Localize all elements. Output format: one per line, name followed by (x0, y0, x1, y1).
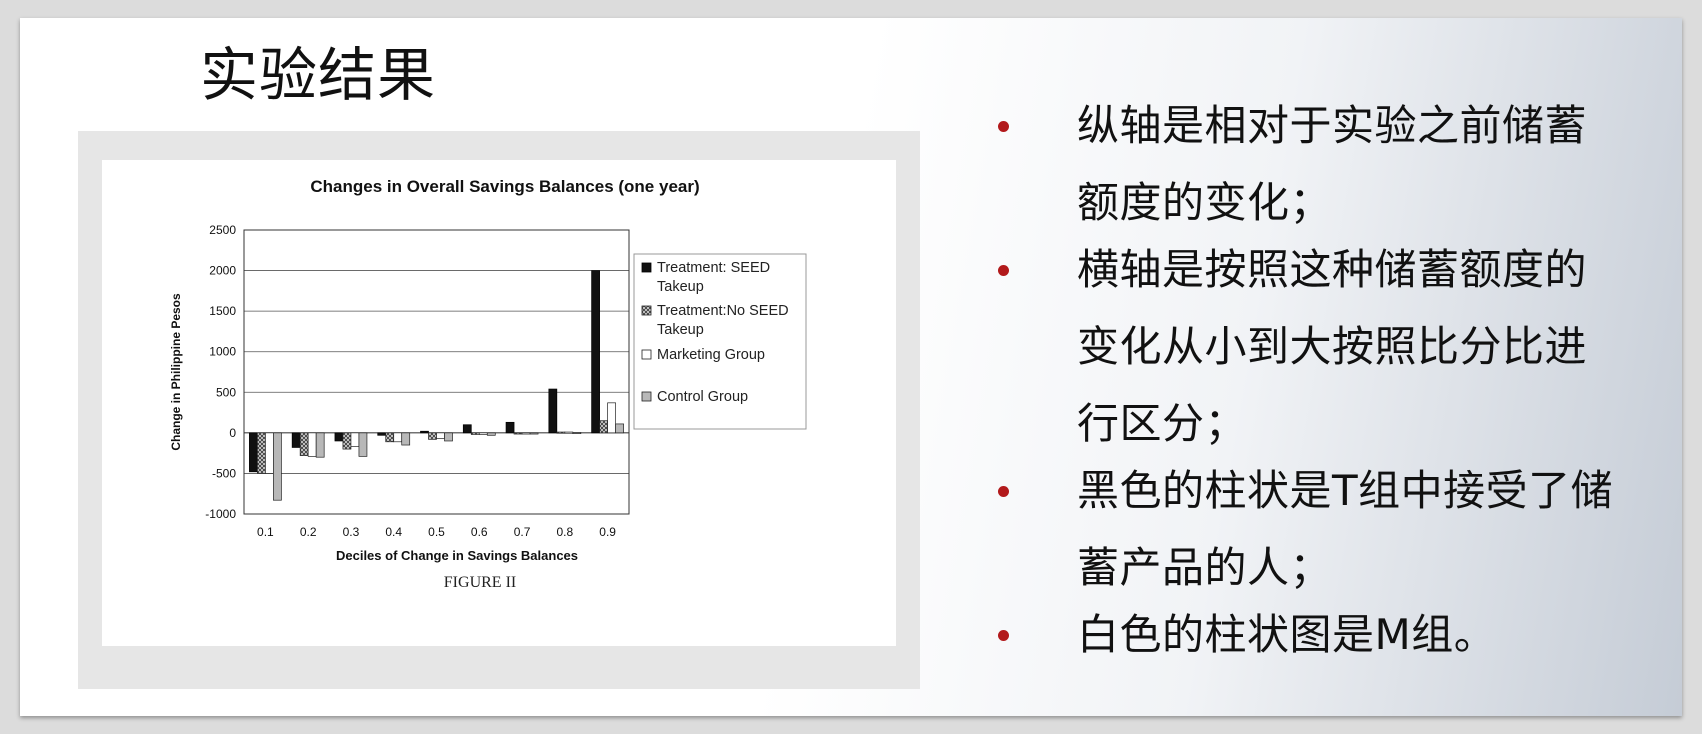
x-tick-label: 0.4 (385, 525, 402, 539)
bullet-item: 纵轴是相对于实验之前储蓄 额度的变化； (998, 98, 1658, 231)
y-tick-label: 0 (229, 426, 236, 440)
bar (599, 420, 608, 434)
bar (505, 421, 515, 434)
chart-title: Changes in Overall Savings Balances (one… (310, 177, 699, 196)
bar (470, 432, 480, 435)
bullet-dot-icon (998, 265, 1009, 276)
bar (273, 432, 282, 501)
bullet-item: 白色的柱状图是M组。 (998, 607, 1658, 663)
legend-box (633, 253, 807, 430)
y-tick-label: 2500 (209, 223, 236, 237)
bar (564, 431, 574, 434)
bar (556, 431, 566, 434)
legend-swatch (641, 305, 652, 316)
bar (342, 432, 352, 450)
bullet-line: 额度的变化； (1077, 178, 1333, 227)
bar (257, 432, 266, 474)
x-tick-label: 0.2 (300, 525, 317, 539)
y-axis-label: Change in Philippine Pesos (169, 293, 183, 451)
bullet-list: 纵轴是相对于实验之前储蓄 额度的变化； 横轴是按照这种储蓄额度的 变化从小到大按照比分… (998, 98, 1658, 674)
bullet-line: 横轴是按照这种储蓄额度的 (1077, 245, 1588, 294)
x-tick-label: 0.6 (471, 525, 488, 539)
bar (591, 270, 600, 434)
bar (334, 432, 344, 442)
bar (572, 432, 582, 435)
bar (615, 423, 624, 434)
bullet-line: 行区分； (1077, 399, 1248, 448)
bar (548, 388, 558, 434)
bar (307, 432, 317, 457)
bar (513, 432, 523, 435)
bar (291, 432, 301, 448)
bullet-line: 白色的柱状图是M组。 (1077, 610, 1497, 659)
y-tick-label: 500 (216, 385, 236, 399)
x-tick-label: 0.3 (343, 525, 360, 539)
chart-legend: Treatment: SEED Takeup Treatment:No SEED Ta… (633, 253, 807, 430)
figure-frame: Changes in Overall Savings Balances (one… (78, 131, 920, 689)
bar (358, 432, 368, 457)
bar (315, 432, 325, 458)
bar (607, 402, 616, 434)
x-tick-label: 0.5 (428, 525, 445, 539)
bar (436, 432, 445, 439)
bullet-line: 纵轴是相对于实验之前储蓄 (1077, 101, 1588, 150)
bar (444, 432, 453, 442)
legend-label: Takeup (657, 322, 704, 338)
bullet-line: 黑色的柱状是T组中接受了储 (1077, 466, 1614, 515)
legend-label: Control Group (657, 389, 748, 405)
bar (486, 432, 496, 436)
plot-frame (243, 229, 630, 515)
x-tick-label: 0.8 (556, 525, 573, 539)
bar (377, 432, 387, 436)
legend-swatch (641, 349, 652, 360)
x-axis-label: Deciles of Change in Savings Balances (336, 548, 578, 563)
bullet-item: 横轴是按照这种储蓄额度的 变化从小到大按照比分比进 行区分； (998, 242, 1658, 452)
legend-swatch (641, 391, 652, 402)
bar (299, 432, 309, 456)
legend-label: Treatment:No SEED (657, 303, 789, 319)
bullet-dot-icon (998, 630, 1009, 641)
bar (393, 432, 403, 443)
legend-swatch (641, 262, 652, 273)
bullet-dot-icon (998, 486, 1009, 497)
figure-paper: Changes in Overall Savings Balances (one… (102, 160, 896, 646)
bar (521, 432, 531, 435)
bar (401, 432, 411, 446)
bar (462, 424, 472, 434)
bar (529, 432, 539, 435)
bar (478, 432, 488, 435)
slide-title: 实验结果 (200, 41, 437, 109)
x-tick-label: 0.7 (514, 525, 531, 539)
legend-label: Takeup (657, 279, 704, 295)
bullet-line: 变化从小到大按照比分比进 (1077, 322, 1588, 371)
bar (265, 432, 274, 474)
bar (249, 432, 258, 473)
legend-label: Treatment: SEED (657, 260, 770, 276)
bullet-item: 黑色的柱状是T组中接受了储 蓄产品的人； (998, 463, 1658, 596)
y-tick-label: 1500 (209, 304, 236, 318)
x-tick-label: 0.9 (599, 525, 616, 539)
y-tick-label: 1000 (209, 345, 236, 359)
figure-caption: FIGURE II (444, 574, 516, 591)
legend-label: Marketing Group (657, 347, 765, 363)
bar (385, 432, 395, 443)
y-tick-label: -1000 (205, 507, 236, 521)
slide: 实验结果 Changes in Overall Savings Balances… (20, 18, 1682, 716)
bar (350, 432, 360, 448)
x-tick-label: 0.1 (257, 525, 274, 539)
bar (420, 430, 429, 434)
bullet-dot-icon (998, 121, 1009, 132)
bullet-line: 蓄产品的人； (1077, 543, 1333, 592)
savings-chart: Changes in Overall Savings Balances (one… (169, 177, 807, 591)
bar (428, 432, 437, 440)
y-tick-label: -500 (212, 466, 236, 480)
y-tick-label: 2000 (209, 264, 236, 278)
